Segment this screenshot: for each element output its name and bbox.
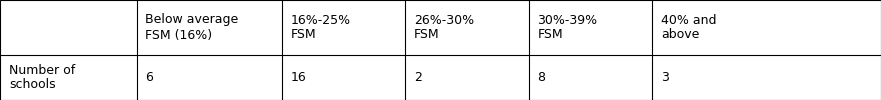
Text: 30%-39%
FSM: 30%-39% FSM bbox=[537, 14, 597, 42]
Text: 3: 3 bbox=[661, 71, 669, 84]
Text: Below average
FSM (16%): Below average FSM (16%) bbox=[145, 14, 239, 42]
Text: 40% and
above: 40% and above bbox=[661, 14, 716, 42]
Text: 8: 8 bbox=[537, 71, 545, 84]
Text: 16: 16 bbox=[291, 71, 307, 84]
Text: Number of
schools: Number of schools bbox=[9, 64, 75, 92]
Text: 16%-25%
FSM: 16%-25% FSM bbox=[291, 14, 351, 42]
Text: 6: 6 bbox=[145, 71, 153, 84]
Text: 2: 2 bbox=[414, 71, 422, 84]
Text: 26%-30%
FSM: 26%-30% FSM bbox=[414, 14, 474, 42]
